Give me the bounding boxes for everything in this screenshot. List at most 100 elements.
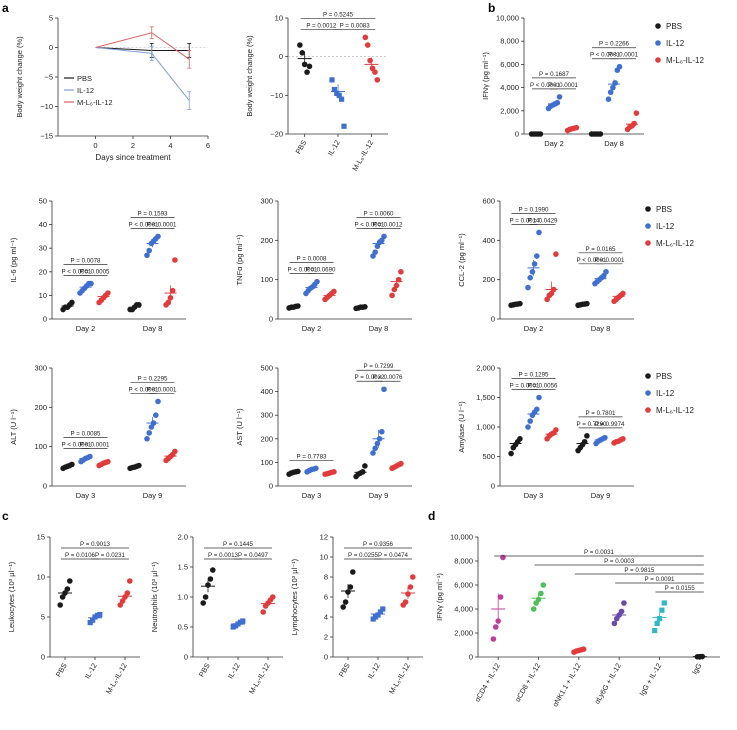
r3b-y-tick-label: 0 — [269, 482, 273, 491]
c3-point — [340, 604, 347, 610]
a2-point — [301, 61, 308, 68]
r3c-day-label: Day 3 — [524, 491, 544, 500]
r3a-point — [105, 458, 111, 465]
r2a-comparison-p-value: P = 0.1593 — [138, 210, 169, 217]
r3b-point — [362, 463, 368, 469]
r2a-point — [146, 247, 152, 254]
c2-point — [207, 576, 214, 582]
r2b-point — [393, 282, 400, 289]
r3c-comparison-p-value: P = 0.0001 — [510, 383, 541, 390]
r2c-comparison-p-value: P = 0.0429 — [528, 217, 559, 224]
a1-series-line-2 — [95, 32, 190, 60]
r2c-legend-marker-ml — [645, 240, 651, 246]
r3c-legend-label-ml: M-L₆-IL-12 — [656, 406, 694, 415]
c2-point — [260, 609, 267, 615]
r3b-point — [372, 445, 379, 452]
b1-point — [554, 99, 561, 106]
r2a-point — [165, 299, 172, 306]
r2c-y-tick-label: 600 — [482, 197, 495, 206]
c1-point — [124, 590, 131, 596]
r3b-y-axis-label: AST (U l⁻¹) — [235, 408, 244, 446]
c2-point — [240, 618, 246, 624]
r2a-comparison-p-value: P < 0.0001 — [129, 221, 160, 228]
a1-y-tick-label: 0 — [49, 43, 53, 52]
c1-y-axis-label: Leukocytes (10³ μl⁻¹) — [7, 561, 16, 632]
a2-y-tick-label: −10 — [270, 91, 283, 100]
c2-category-label: PBS — [197, 661, 212, 678]
r3c-legend-marker-pbs — [645, 373, 651, 379]
c3-category-label: PBS — [337, 661, 352, 678]
c3-point — [377, 609, 383, 615]
b1-point — [616, 63, 623, 70]
b1-legend-label-il12: IL-12 — [666, 39, 685, 48]
r2c-y-tick-label: 0 — [491, 315, 495, 324]
b1-y-tick-label: 0 — [515, 130, 519, 139]
c3-comparison-p-value: P = 0.9356 — [363, 541, 394, 548]
c2-point — [200, 600, 206, 606]
r2b-comparison-p-value: P < 0.0001 — [355, 221, 386, 228]
b1-legend-marker-ml — [655, 57, 661, 63]
r3c-point — [527, 418, 533, 424]
r3c-point — [536, 394, 542, 401]
r3a-y-tick-label: 0 — [43, 482, 47, 491]
r2a-point — [69, 299, 75, 306]
d1-comparison-p-value: P = 0.0155 — [665, 585, 696, 592]
r3c-comparison-p-value: P = 0.7290 — [577, 421, 608, 428]
r2b-point — [381, 233, 387, 240]
r2c-point — [525, 284, 531, 291]
r3c-day-label: Day 9 — [591, 491, 611, 500]
r3c-legend-marker-ml — [645, 407, 651, 413]
b1-point — [605, 96, 612, 102]
b1-legend-label-ml: M-L₆-IL-12 — [666, 56, 704, 65]
b1-point — [612, 80, 618, 86]
r3c-comparison-p-value: P = 0.1295 — [519, 372, 550, 379]
r2a-point — [172, 257, 178, 263]
r2a-y-tick-label: 30 — [39, 244, 47, 253]
c3-y-axis-label: Lymphocytes (10³ μl⁻¹) — [290, 558, 299, 635]
r2c-day-label: Day 8 — [591, 324, 611, 333]
r2a-point — [105, 290, 111, 296]
d1-point — [490, 636, 497, 642]
r3a-point — [87, 453, 93, 460]
b1-comparison-p-value: P < 0.0001 — [608, 52, 639, 59]
r2c-comparison-p-value: P < 0.0001 — [577, 257, 608, 264]
c1-point — [97, 612, 103, 618]
r3b-y-tick-label: 200 — [260, 434, 273, 443]
a2-point — [331, 86, 337, 93]
b1-legend-marker-pbs — [655, 23, 661, 29]
r2b-day-label: Day 2 — [302, 324, 322, 333]
r2c-legend-label-ml: M-L₆-IL-12 — [656, 239, 694, 248]
r2a-point — [144, 252, 150, 259]
r3a-point — [69, 461, 75, 468]
r2b-point — [372, 249, 379, 255]
b1-comparison-p-value: P < 0.0001 — [548, 82, 579, 89]
r3b-comparison-p-value: P = 0.7299 — [364, 363, 395, 370]
r3c-point — [525, 424, 531, 430]
c1-point — [67, 578, 73, 584]
a1-x-tick-label: 6 — [206, 141, 210, 150]
c3-y-tick-label: 10 — [320, 553, 328, 562]
c3-y-tick-label: 6 — [324, 593, 328, 602]
r2c-point — [534, 253, 540, 259]
r3a-point — [146, 430, 152, 436]
a2-comparison-p-value: P = 0.5245 — [323, 11, 354, 18]
r2a-day-label: Day 8 — [143, 324, 163, 333]
a1-x-axis-label: Days since treatment — [95, 153, 171, 162]
r2c-comparison-p-value: P = 0.1990 — [519, 206, 550, 213]
panel-label-b: b — [488, 1, 495, 15]
c1-comparison-p-value: P = 0.0231 — [95, 552, 126, 559]
c2-point — [202, 594, 209, 600]
c1-y-tick-label: 5 — [41, 613, 45, 622]
r3c-point — [508, 450, 514, 457]
r2c-point — [553, 251, 559, 257]
d1-point — [497, 594, 504, 600]
r2c-point — [584, 300, 590, 307]
r3a-day-label: Day 3 — [76, 491, 96, 500]
r2c-legend-label-pbs: PBS — [656, 205, 672, 214]
r3a-comparison-p-value: P < 0.0001 — [129, 386, 160, 393]
r3c-point — [517, 436, 523, 442]
b1-y-tick-label: 6,000 — [500, 60, 519, 69]
b1-legend-label-pbs: PBS — [666, 22, 682, 31]
d1-category-label: αLy6G + IL-12 — [592, 662, 623, 706]
r2b-point — [398, 269, 404, 275]
